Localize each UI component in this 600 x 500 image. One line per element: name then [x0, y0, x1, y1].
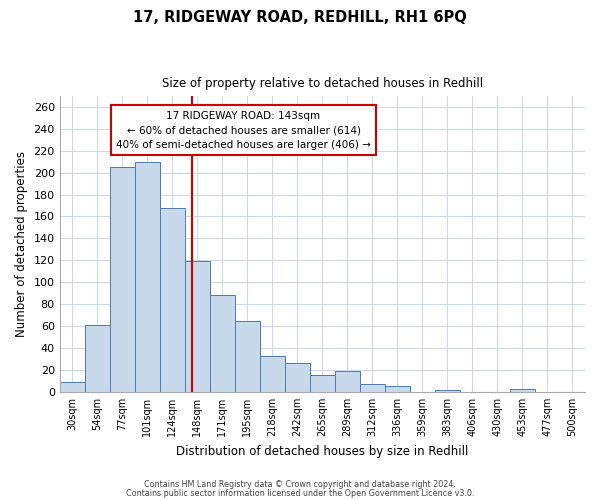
Text: 17, RIDGEWAY ROAD, REDHILL, RH1 6PQ: 17, RIDGEWAY ROAD, REDHILL, RH1 6PQ: [133, 10, 467, 25]
Bar: [285, 364, 310, 392]
Title: Size of property relative to detached houses in Redhill: Size of property relative to detached ho…: [162, 78, 483, 90]
Y-axis label: Number of detached properties: Number of detached properties: [15, 151, 28, 337]
Bar: [260, 356, 285, 392]
Bar: [59, 382, 85, 392]
Bar: [85, 325, 110, 392]
Bar: [110, 167, 135, 392]
Bar: [435, 390, 460, 392]
Text: Contains HM Land Registry data © Crown copyright and database right 2024.: Contains HM Land Registry data © Crown c…: [144, 480, 456, 489]
Bar: [310, 376, 335, 392]
Bar: [360, 384, 385, 392]
Text: 17 RIDGEWAY ROAD: 143sqm
← 60% of detached houses are smaller (614)
40% of semi-: 17 RIDGEWAY ROAD: 143sqm ← 60% of detach…: [116, 110, 371, 150]
Bar: [335, 371, 360, 392]
X-axis label: Distribution of detached houses by size in Redhill: Distribution of detached houses by size …: [176, 444, 469, 458]
Bar: [135, 162, 160, 392]
Bar: [210, 296, 235, 392]
Text: Contains public sector information licensed under the Open Government Licence v3: Contains public sector information licen…: [126, 488, 474, 498]
Bar: [185, 262, 210, 392]
Bar: [235, 320, 260, 392]
Bar: [160, 208, 185, 392]
Bar: [385, 386, 410, 392]
Bar: [510, 388, 535, 392]
